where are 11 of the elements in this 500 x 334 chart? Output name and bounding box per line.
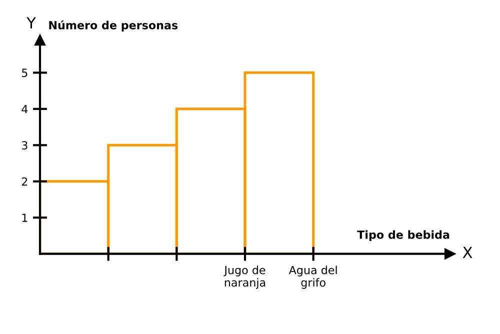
y-axis-title: Número de personas	[49, 20, 178, 32]
x-tick-label: Jugo de naranja	[224, 266, 266, 289]
text: X	[462, 246, 472, 258]
text: Y	[26, 17, 36, 28]
x-tick-label: Agua del grifo	[288, 266, 337, 289]
y-tick-label: 4	[22, 105, 28, 114]
y-tick-label: 3	[22, 141, 28, 150]
y-tick-label: 5	[22, 68, 28, 78]
y-tick-label: 1	[22, 214, 28, 222]
y-tick-label: 2	[22, 177, 28, 186]
x-axis-title: Tipo de bebida	[357, 230, 450, 242]
